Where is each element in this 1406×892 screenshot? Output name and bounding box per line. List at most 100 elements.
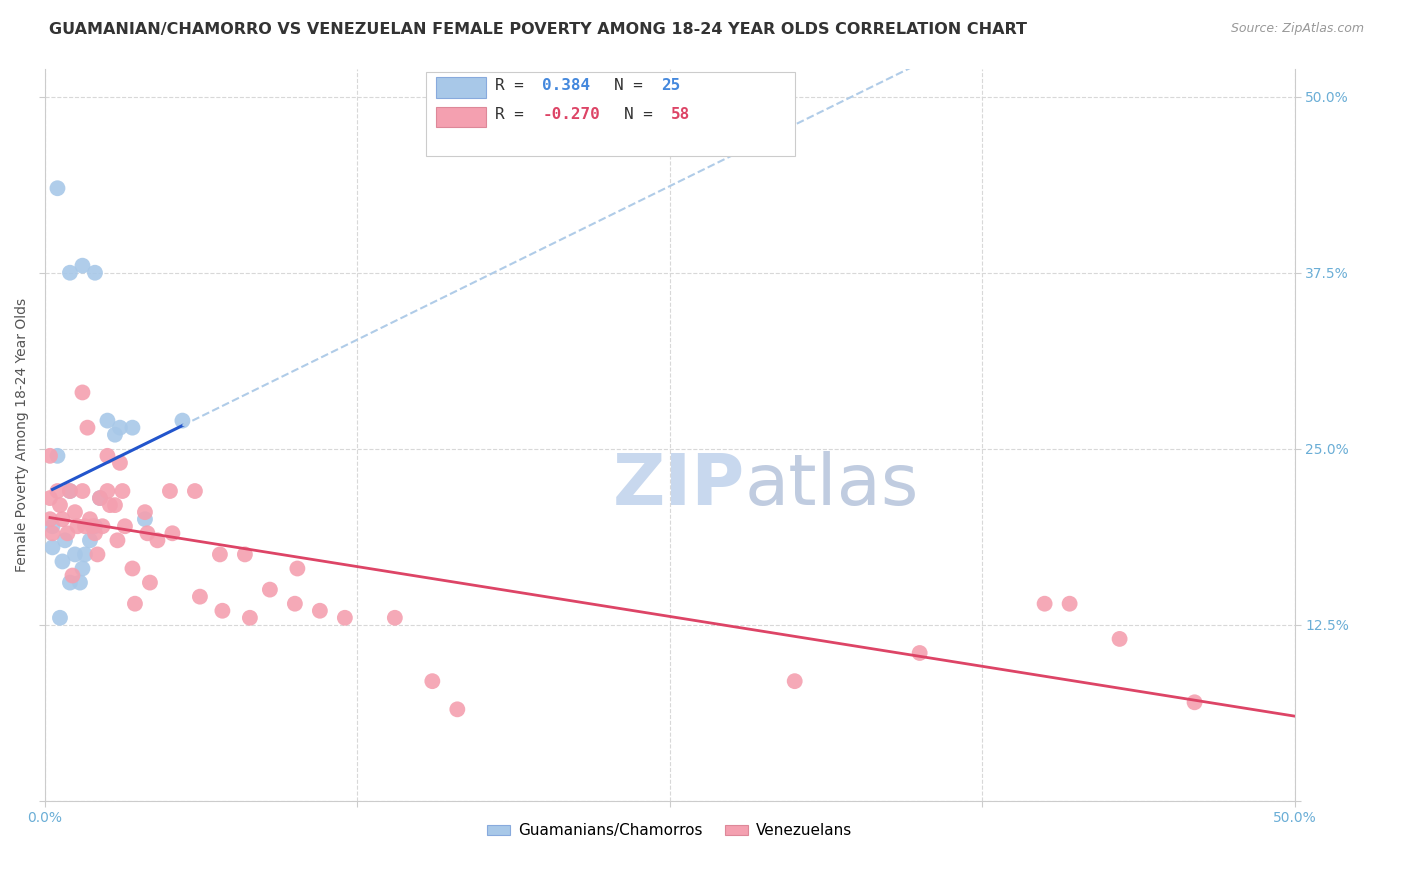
Point bbox=[46, 449, 69, 463]
Text: -0.270: -0.270 bbox=[543, 107, 600, 122]
Text: atlas: atlas bbox=[745, 451, 920, 520]
Point bbox=[259, 582, 281, 597]
Point bbox=[420, 674, 443, 689]
Point bbox=[59, 575, 82, 590]
Point bbox=[59, 266, 82, 280]
Point bbox=[51, 554, 73, 568]
Point bbox=[72, 385, 94, 400]
Point bbox=[73, 519, 96, 533]
Point bbox=[86, 548, 108, 562]
Text: 25: 25 bbox=[661, 78, 681, 93]
Point bbox=[89, 491, 111, 505]
Point bbox=[96, 483, 118, 498]
Point bbox=[84, 519, 107, 533]
Point bbox=[159, 483, 181, 498]
Point bbox=[184, 483, 207, 498]
Point bbox=[172, 414, 194, 428]
Point bbox=[139, 575, 162, 590]
Text: R =: R = bbox=[495, 78, 533, 93]
Point bbox=[79, 512, 101, 526]
Point bbox=[239, 611, 262, 625]
Point bbox=[82, 519, 104, 533]
Point bbox=[1108, 632, 1130, 646]
Point bbox=[41, 519, 63, 533]
Point bbox=[333, 611, 356, 625]
Point bbox=[39, 449, 62, 463]
Text: ZIP: ZIP bbox=[613, 451, 745, 520]
Point bbox=[211, 604, 233, 618]
Point bbox=[69, 575, 91, 590]
Y-axis label: Female Poverty Among 18-24 Year Olds: Female Poverty Among 18-24 Year Olds bbox=[15, 298, 30, 572]
Point bbox=[91, 519, 114, 533]
Point bbox=[49, 498, 72, 512]
Point bbox=[46, 483, 69, 498]
FancyBboxPatch shape bbox=[436, 78, 486, 98]
Point bbox=[114, 519, 136, 533]
Point bbox=[53, 533, 76, 548]
Point bbox=[1184, 695, 1206, 709]
Point bbox=[51, 512, 73, 526]
Point bbox=[287, 561, 309, 575]
Point bbox=[146, 533, 169, 548]
Point bbox=[309, 604, 332, 618]
Point bbox=[104, 427, 127, 442]
Point bbox=[59, 483, 82, 498]
Point bbox=[104, 498, 127, 512]
Point bbox=[1059, 597, 1081, 611]
Text: Source: ZipAtlas.com: Source: ZipAtlas.com bbox=[1230, 22, 1364, 36]
Point bbox=[63, 505, 86, 519]
Point bbox=[188, 590, 211, 604]
Point bbox=[76, 420, 98, 434]
Point bbox=[108, 456, 131, 470]
Text: N =: N = bbox=[623, 107, 662, 122]
Point bbox=[384, 611, 406, 625]
Point bbox=[41, 526, 63, 541]
Point bbox=[124, 597, 146, 611]
Point bbox=[98, 498, 121, 512]
Point bbox=[41, 541, 63, 555]
Point bbox=[59, 483, 82, 498]
Point bbox=[134, 512, 156, 526]
Point bbox=[783, 674, 806, 689]
Text: 0.384: 0.384 bbox=[543, 78, 591, 93]
Point bbox=[162, 526, 184, 541]
Point bbox=[136, 526, 159, 541]
Text: R =: R = bbox=[495, 107, 533, 122]
Point bbox=[89, 491, 111, 505]
Text: 58: 58 bbox=[671, 107, 690, 122]
Text: N =: N = bbox=[613, 78, 652, 93]
Point bbox=[72, 483, 94, 498]
Point bbox=[84, 526, 107, 541]
Point bbox=[73, 548, 96, 562]
Point bbox=[108, 420, 131, 434]
Point bbox=[96, 414, 118, 428]
Point bbox=[56, 526, 79, 541]
Point bbox=[39, 491, 62, 505]
Point bbox=[46, 181, 69, 195]
Point bbox=[121, 561, 143, 575]
Point bbox=[49, 611, 72, 625]
Point bbox=[39, 512, 62, 526]
Point bbox=[96, 449, 118, 463]
Point bbox=[72, 561, 94, 575]
Point bbox=[1033, 597, 1056, 611]
Point bbox=[121, 420, 143, 434]
Point bbox=[908, 646, 931, 660]
FancyBboxPatch shape bbox=[436, 107, 486, 127]
Point bbox=[446, 702, 468, 716]
Legend: Guamanians/Chamorros, Venezuelans: Guamanians/Chamorros, Venezuelans bbox=[481, 817, 858, 845]
Point bbox=[233, 548, 256, 562]
Point bbox=[66, 519, 89, 533]
Point bbox=[134, 505, 156, 519]
Point bbox=[72, 259, 94, 273]
Point bbox=[62, 568, 84, 582]
Point bbox=[84, 266, 107, 280]
Point bbox=[107, 533, 129, 548]
Point bbox=[208, 548, 231, 562]
Point bbox=[63, 548, 86, 562]
FancyBboxPatch shape bbox=[426, 72, 794, 156]
Point bbox=[79, 533, 101, 548]
Point bbox=[284, 597, 307, 611]
Text: GUAMANIAN/CHAMORRO VS VENEZUELAN FEMALE POVERTY AMONG 18-24 YEAR OLDS CORRELATIO: GUAMANIAN/CHAMORRO VS VENEZUELAN FEMALE … bbox=[49, 22, 1028, 37]
Point bbox=[111, 483, 134, 498]
